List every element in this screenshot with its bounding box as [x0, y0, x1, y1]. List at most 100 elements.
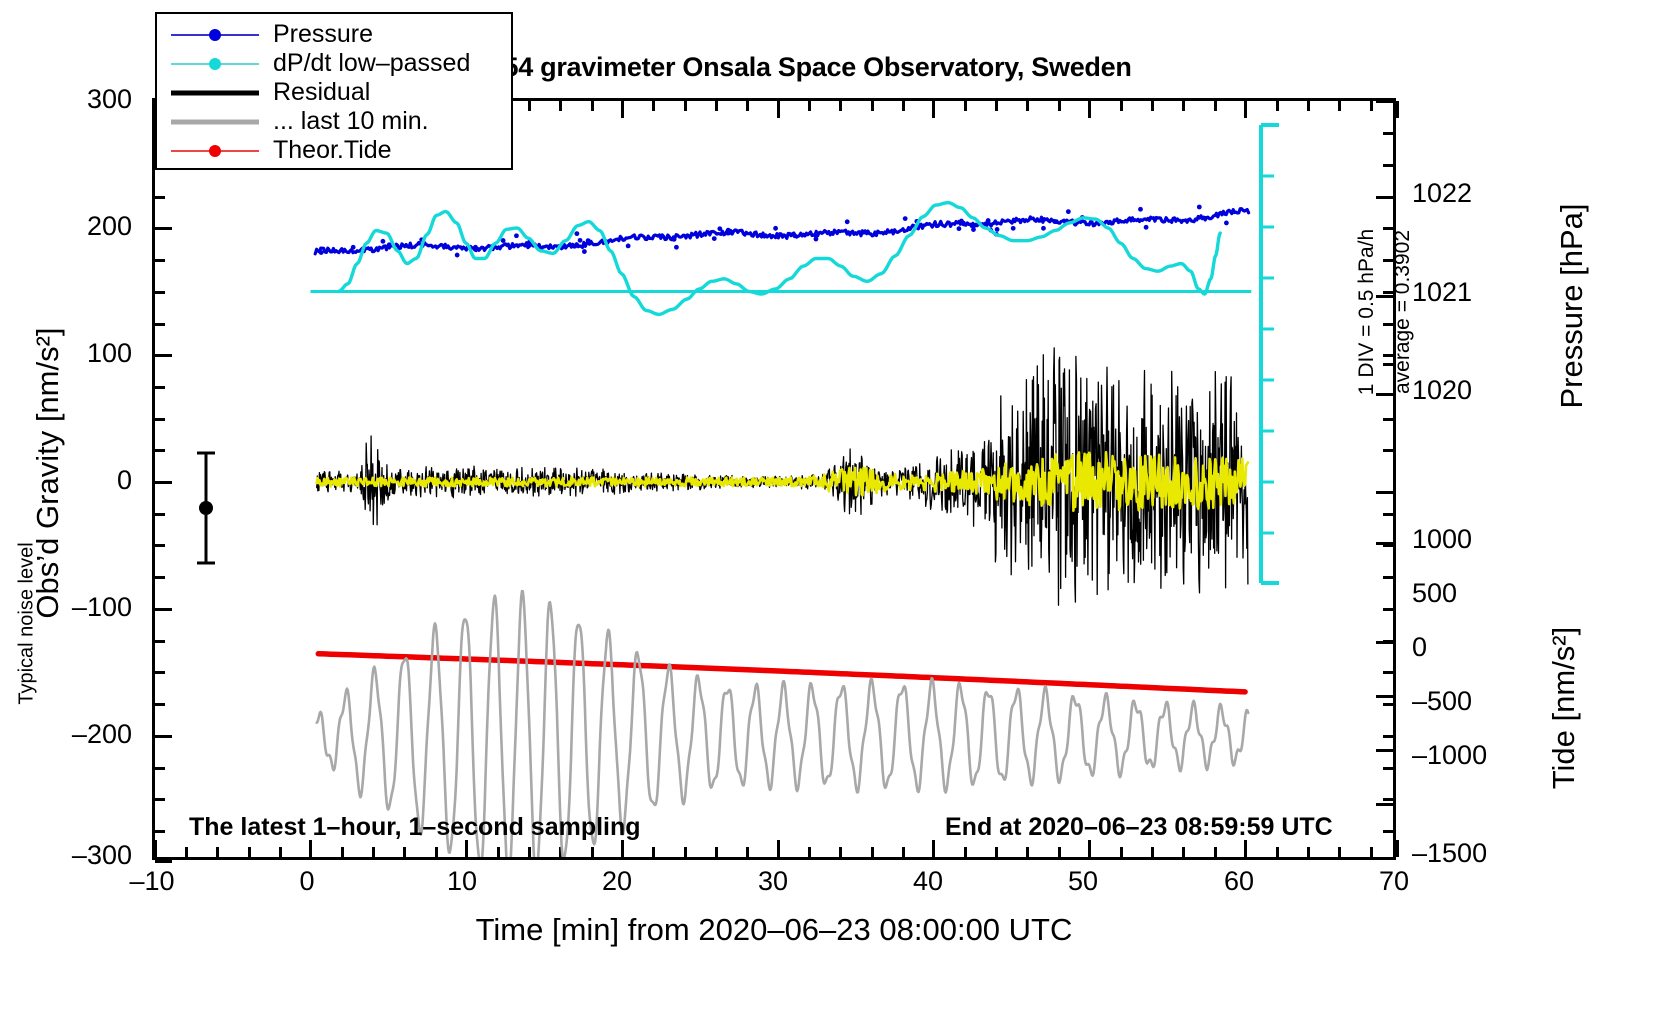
pressure-point: [1138, 206, 1143, 212]
tick-right-major: [1376, 196, 1393, 199]
pressure-point: [844, 219, 850, 225]
tick-right-minor: [1383, 132, 1393, 135]
tick-top-minor: [839, 101, 842, 111]
x-tick-label-40: 40: [912, 866, 944, 896]
legend-swatch-tide: [171, 141, 259, 161]
tick-bottom-minor: [1276, 847, 1279, 857]
tick-top-minor: [1120, 101, 1123, 111]
legend-item-dpdt[interactable]: dP/dt low–passed: [157, 49, 511, 78]
series-pressure: [313, 207, 1251, 256]
pressure-point: [956, 226, 962, 232]
tick-right-major: [1376, 491, 1393, 494]
pressure-point: [1053, 219, 1059, 225]
tick-right-major: [1376, 857, 1393, 860]
y-tick-label-m300: –300: [71, 840, 132, 870]
tick-right-minor: [1383, 323, 1393, 326]
page-title: SCG_054 gravimeter Onsala Space Observat…: [416, 52, 1132, 82]
pressure-point: [717, 226, 723, 232]
x-tick-label-30: 30: [757, 866, 789, 896]
tide-tick-label-m1500: –1500: [1412, 838, 1488, 868]
tick-left-major: [155, 227, 172, 230]
tick-top-minor: [1214, 101, 1217, 111]
tick-bottom-minor: [1058, 847, 1061, 857]
tick-bottom-major: [932, 840, 935, 857]
x-tick-label--10: –10: [129, 866, 175, 896]
tick-top-minor: [1338, 101, 1341, 111]
tick-bottom-minor: [185, 847, 188, 857]
pressure-point: [971, 227, 976, 232]
caption-left: The latest 1–hour, 1–second sampling: [189, 813, 641, 841]
tick-bottom-minor: [1214, 847, 1217, 857]
caption-right: End at 2020–06–23 08:59:59 UTC: [945, 813, 1333, 841]
pressure-tick-label-1021: 1021: [1412, 277, 1473, 307]
tick-top-major: [932, 101, 935, 118]
tick-bottom-minor: [871, 847, 874, 857]
pressure-point: [671, 236, 677, 242]
tick-top-minor: [746, 101, 749, 111]
tick-top-minor: [1058, 101, 1061, 111]
pressure-point: [1143, 224, 1149, 230]
tick-right-minor: [1383, 830, 1393, 833]
legend-label-tide: Theor.Tide: [273, 136, 392, 164]
legend-swatch-pressure: [171, 25, 259, 45]
tick-bottom-minor: [372, 847, 375, 857]
legend-label-pressure: Pressure: [273, 20, 374, 48]
pressure-point: [350, 244, 356, 250]
tick-bottom-major: [154, 840, 157, 857]
tick-bottom-major: [621, 840, 624, 857]
tick-left-minor: [155, 544, 165, 547]
tick-right-minor: [1383, 767, 1393, 770]
tick-left-major: [155, 735, 172, 738]
pressure-point: [994, 227, 1000, 232]
tick-right-major: [1376, 695, 1393, 698]
tick-right-minor: [1383, 735, 1393, 738]
tick-right-major: [1376, 803, 1393, 806]
x-tick-label-60: 60: [1223, 866, 1255, 896]
tide-tick-label-0: 0: [1412, 632, 1428, 662]
x-tick-label-10: 10: [446, 866, 478, 896]
tick-top-minor: [871, 101, 874, 111]
pressure-point: [727, 228, 733, 234]
pressure-point: [1223, 220, 1229, 226]
tide-tick-label-1000: 1000: [1412, 524, 1473, 554]
pressure-point: [454, 252, 460, 258]
tick-top-major: [1244, 101, 1247, 118]
tick-top-minor: [1182, 101, 1185, 111]
tide-tick-label-m500: –500: [1412, 686, 1473, 716]
tick-bottom-major: [1244, 840, 1247, 857]
y-tick-label-100: 100: [86, 338, 132, 368]
tick-bottom-minor: [1151, 847, 1154, 857]
legend-label-last10: ... last 10 min.: [273, 107, 429, 135]
plot-area: The latest 1–hour, 1–second sampling End…: [152, 98, 1399, 863]
pressure-point: [1065, 209, 1071, 215]
tick-bottom-major: [777, 840, 780, 857]
legend-item-tide[interactable]: Theor.Tide: [157, 136, 511, 165]
tick-left-minor: [155, 513, 165, 516]
legend-item-residual[interactable]: Residual: [157, 78, 511, 107]
legend-label-dpdt: dP/dt low–passed: [273, 49, 471, 77]
tick-top-minor: [559, 101, 562, 111]
tick-bottom-minor: [1182, 847, 1185, 857]
tick-left-minor: [155, 576, 165, 579]
tick-bottom-minor: [559, 847, 562, 857]
tick-top-minor: [964, 101, 967, 111]
tick-left-minor: [155, 196, 165, 199]
series-dpdt: [336, 200, 1222, 317]
pressure-point: [577, 237, 583, 243]
legend-item-pressure[interactable]: Pressure: [157, 20, 511, 49]
tick-left-minor: [155, 703, 165, 706]
tick-top-minor: [591, 101, 594, 111]
tick-bottom-major: [465, 840, 468, 857]
tick-bottom-minor: [1307, 847, 1310, 857]
tick-right-minor: [1383, 354, 1393, 357]
pressure-point: [792, 233, 798, 239]
tick-left-minor: [155, 323, 165, 326]
series-last-10-min: [315, 589, 1250, 857]
tick-bottom-minor: [808, 847, 811, 857]
tick-left-major: [155, 354, 172, 357]
legend-item-last10[interactable]: ... last 10 min.: [157, 107, 511, 136]
x-axis-label: Time [min] from 2020–06–23 08:00:00 UTC: [475, 912, 1073, 947]
pressure-point: [318, 250, 324, 255]
tick-top-minor: [995, 101, 998, 111]
